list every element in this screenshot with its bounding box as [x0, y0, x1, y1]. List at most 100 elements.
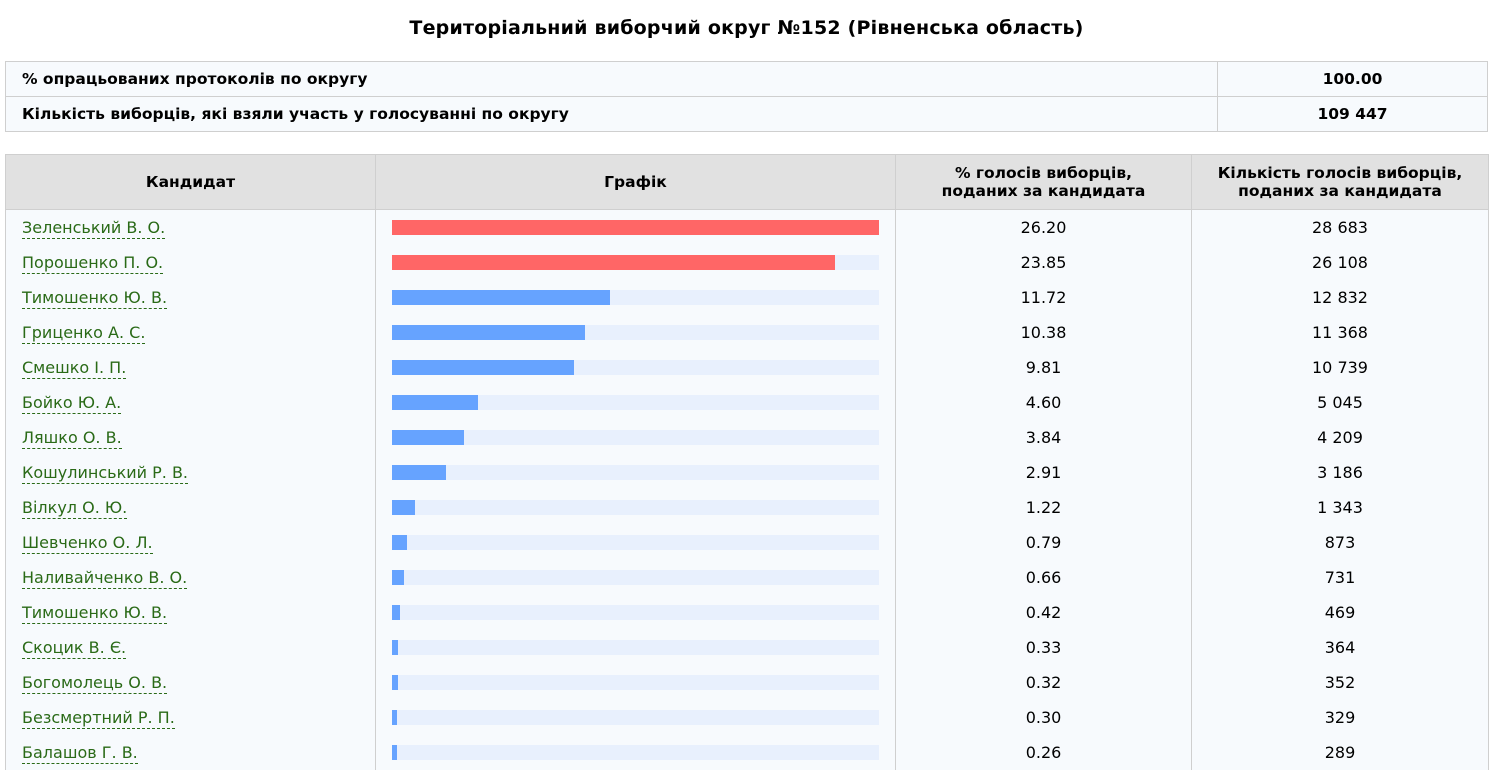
bar-fill	[392, 464, 447, 480]
candidate-cell: Богомолець О. В.	[5, 664, 376, 700]
candidate-link[interactable]: Гриценко А. С.	[22, 322, 146, 344]
chart-cell	[375, 489, 896, 525]
votes-cell: 364	[1191, 629, 1489, 665]
candidate-cell: Смешко І. П.	[5, 349, 376, 385]
summary-row-turnout: Кількість виборців, які взяли участь у г…	[5, 96, 1488, 132]
percent-cell: 26.20	[895, 209, 1192, 245]
chart-cell	[375, 384, 896, 420]
bar-fill	[392, 289, 610, 305]
table-row: Наливайченко В. О. 0.66 731	[5, 559, 1489, 595]
bar-fill	[392, 709, 398, 725]
chart-cell	[375, 209, 896, 245]
percent-cell: 0.33	[895, 629, 1192, 665]
header-chart: Графік	[375, 154, 896, 210]
summary-value-turnout: 109 447	[1217, 96, 1488, 132]
candidate-link[interactable]: Шевченко О. Л.	[22, 532, 153, 554]
bar-fill	[392, 744, 397, 760]
candidate-cell: Шевченко О. Л.	[5, 524, 376, 560]
candidate-link[interactable]: Богомолець О. В.	[22, 672, 168, 694]
header-candidate: Кандидат	[5, 154, 376, 210]
candidate-link[interactable]: Ляшко О. В.	[22, 427, 122, 449]
candidate-link[interactable]: Кошулинський Р. В.	[22, 462, 188, 484]
candidate-cell: Зеленський В. О.	[5, 209, 376, 245]
percent-cell: 0.66	[895, 559, 1192, 595]
chart-cell	[375, 454, 896, 490]
candidate-link[interactable]: Балашов Г. В.	[22, 742, 138, 764]
bar-track	[392, 534, 879, 550]
candidate-link[interactable]: Бойко Ю. А.	[22, 392, 122, 414]
votes-cell: 731	[1191, 559, 1489, 595]
votes-cell: 469	[1191, 594, 1489, 630]
percent-cell: 23.85	[895, 244, 1192, 280]
bar-fill	[392, 394, 478, 410]
votes-cell: 5 045	[1191, 384, 1489, 420]
votes-cell: 12 832	[1191, 279, 1489, 315]
candidate-link[interactable]: Вілкул О. Ю.	[22, 497, 128, 519]
candidate-link[interactable]: Тимошенко Ю. В.	[22, 602, 168, 624]
table-row: Богомолець О. В. 0.32 352	[5, 664, 1489, 700]
candidate-cell: Кошулинський Р. В.	[5, 454, 376, 490]
candidate-link[interactable]: Смешко І. П.	[22, 357, 127, 379]
table-row: Порошенко П. О. 23.85 26 108	[5, 244, 1489, 280]
table-row: Тимошенко Ю. В. 0.42 469	[5, 594, 1489, 630]
candidate-cell: Ляшко О. В.	[5, 419, 376, 455]
percent-cell: 0.42	[895, 594, 1192, 630]
summary-label-processed: % опрацьованих протоколів по округу	[5, 61, 1218, 97]
candidate-cell: Безсмертний Р. П.	[5, 699, 376, 735]
chart-cell	[375, 279, 896, 315]
bar-fill	[392, 499, 415, 515]
votes-cell: 4 209	[1191, 419, 1489, 455]
chart-cell	[375, 734, 896, 770]
percent-cell: 0.26	[895, 734, 1192, 770]
table-row: Смешко І. П. 9.81 10 739	[5, 349, 1489, 385]
table-row: Балашов Г. В. 0.26 289	[5, 734, 1489, 770]
candidate-link[interactable]: Зеленський В. О.	[22, 217, 166, 239]
chart-cell	[375, 314, 896, 350]
summary-table: % опрацьованих протоколів по округу 100.…	[5, 61, 1488, 132]
bar-track	[392, 254, 879, 270]
bar-track	[392, 324, 879, 340]
bar-fill	[392, 254, 836, 270]
candidate-cell: Порошенко П. О.	[5, 244, 376, 280]
candidate-link[interactable]: Безсмертний Р. П.	[22, 707, 175, 729]
candidate-link[interactable]: Скоцик В. Є.	[22, 637, 127, 659]
candidate-cell: Балашов Г. В.	[5, 734, 376, 770]
page-title: Територіальний виборчий округ №152 (Рівн…	[409, 17, 1084, 39]
candidate-cell: Гриценко А. С.	[5, 314, 376, 350]
bar-track	[392, 289, 879, 305]
bar-track	[392, 569, 879, 585]
results-body: Зеленський В. О. 26.20 28 683 Порошенко П. …	[5, 209, 1489, 770]
bar-track	[392, 604, 879, 620]
table-row: Вілкул О. Ю. 1.22 1 343	[5, 489, 1489, 525]
candidate-link[interactable]: Тимошенко Ю. В.	[22, 287, 168, 309]
percent-cell: 10.38	[895, 314, 1192, 350]
percent-cell: 2.91	[895, 454, 1192, 490]
bar-fill	[392, 429, 464, 445]
header-votes-line2: поданих за кандидата	[1238, 182, 1442, 200]
percent-cell: 4.60	[895, 384, 1192, 420]
bar-track	[392, 394, 879, 410]
bar-track	[392, 429, 879, 445]
bar-track	[392, 464, 879, 480]
summary-label-turnout: Кількість виборців, які взяли участь у г…	[5, 96, 1218, 132]
votes-cell: 26 108	[1191, 244, 1489, 280]
votes-cell: 3 186	[1191, 454, 1489, 490]
header-percent-line2: поданих за кандидата	[941, 182, 1146, 200]
bar-track	[392, 359, 879, 375]
percent-cell: 0.30	[895, 699, 1192, 735]
percent-cell: 9.81	[895, 349, 1192, 385]
candidate-link[interactable]: Наливайченко В. О.	[22, 567, 188, 589]
chart-cell	[375, 559, 896, 595]
votes-cell: 1 343	[1191, 489, 1489, 525]
percent-cell: 0.32	[895, 664, 1192, 700]
results-table: Кандидат Графік % голосів виборців, пода…	[5, 154, 1489, 770]
bar-track	[392, 219, 879, 235]
candidate-cell: Скоцик В. Є.	[5, 629, 376, 665]
header-votes-line1: Кількість голосів виборців,	[1217, 164, 1463, 182]
table-row: Тимошенко Ю. В. 11.72 12 832	[5, 279, 1489, 315]
candidate-link[interactable]: Порошенко П. О.	[22, 252, 164, 274]
bar-track	[392, 744, 879, 760]
bar-fill	[392, 674, 398, 690]
chart-cell	[375, 699, 896, 735]
votes-cell: 289	[1191, 734, 1489, 770]
